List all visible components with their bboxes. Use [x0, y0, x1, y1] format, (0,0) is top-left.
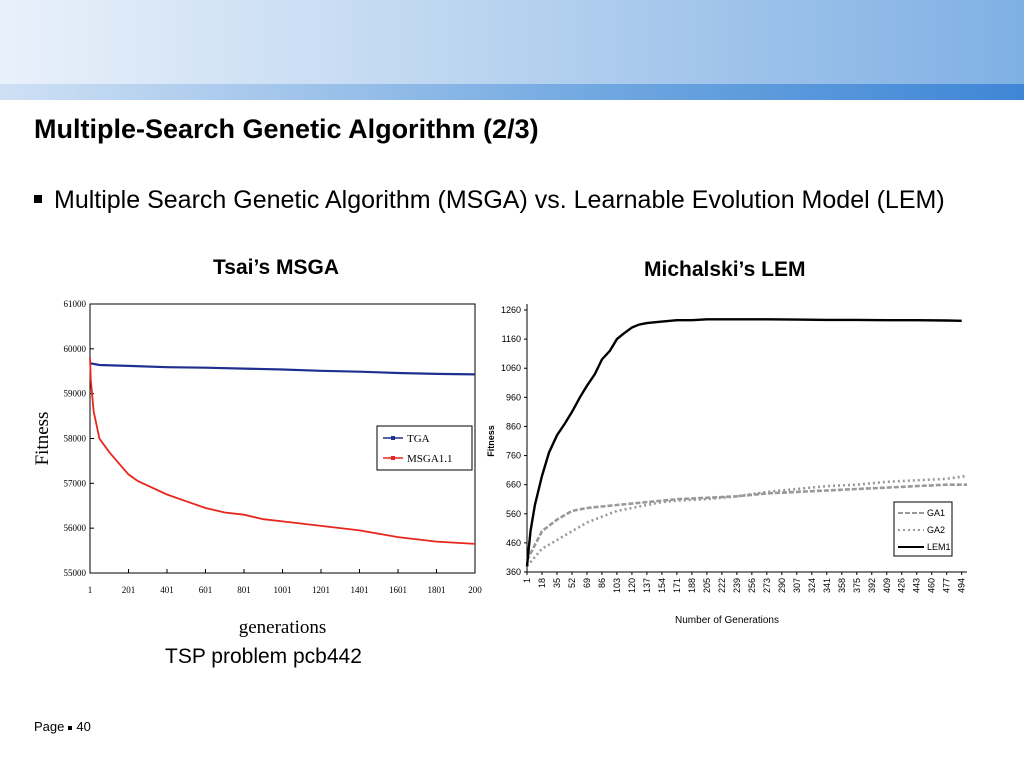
y-tick-label: 360	[506, 567, 521, 577]
x-tick-label: 239	[732, 578, 742, 593]
x-tick-label: 1001	[274, 585, 292, 595]
x-tick-label: 201	[122, 585, 136, 595]
page-label: Page	[34, 719, 65, 734]
x-axis-label: generations	[239, 617, 327, 638]
bullet-text: Multiple Search Genetic Algorithm (MSGA)…	[54, 186, 945, 214]
y-tick-label: 59000	[64, 389, 87, 399]
y-tick-label: 57000	[64, 478, 87, 488]
legend-label: MSGA1.1	[407, 453, 453, 465]
x-tick-label: 222	[717, 578, 727, 593]
series-line-lem1	[525, 318, 962, 567]
y-tick-label: 660	[506, 480, 521, 490]
x-tick-label: 341	[822, 578, 832, 593]
y-tick-label: 860	[506, 421, 521, 431]
y-tick-label: 760	[506, 451, 521, 461]
y-tick-label: 1260	[501, 305, 521, 315]
x-tick-label: 1601	[389, 585, 407, 595]
x-tick-label: 35	[552, 578, 562, 588]
x-tick-label: 120	[627, 578, 637, 593]
x-tick-label: 200	[468, 585, 482, 595]
x-tick-label: 86	[597, 578, 607, 588]
y-tick-label: 460	[506, 538, 521, 548]
x-tick-label: 801	[237, 585, 251, 595]
x-tick-label: 154	[657, 578, 667, 593]
x-tick-label: 307	[792, 578, 802, 593]
header-band	[0, 0, 1024, 100]
x-tick-label: 494	[957, 578, 967, 593]
x-tick-label: 401	[160, 585, 174, 595]
x-tick-label: 1401	[351, 585, 369, 595]
chart-subcaption: TSP problem pcb442	[165, 645, 362, 668]
x-tick-label: 426	[897, 578, 907, 593]
x-tick-label: 103	[612, 578, 622, 593]
x-tick-label: 358	[837, 578, 847, 593]
y-tick-label: 56000	[64, 523, 87, 533]
x-tick-label: 392	[867, 578, 877, 593]
x-tick-label: 1	[88, 585, 93, 595]
legend-label: GA1	[927, 508, 945, 518]
y-axis-label: Fitness	[486, 425, 496, 457]
legend-box	[376, 425, 473, 471]
x-tick-label: 290	[777, 578, 787, 593]
legend-label: LEM1	[927, 542, 951, 552]
x-tick-label: 1801	[428, 585, 446, 595]
x-tick-label: 137	[642, 578, 652, 593]
x-tick-label: 409	[882, 578, 892, 593]
legend-marker	[391, 456, 395, 460]
y-tick-label: 58000	[64, 434, 87, 444]
legend-marker	[391, 436, 395, 440]
x-tick-label: 375	[852, 578, 862, 593]
square-bullet-icon	[34, 195, 42, 203]
series-line-ga1	[525, 483, 967, 561]
x-tick-label: 443	[912, 578, 922, 593]
bullet-point: Multiple Search Genetic Algorithm (MSGA)…	[34, 184, 994, 216]
y-tick-label: 55000	[64, 568, 87, 578]
x-tick-label: 69	[582, 578, 592, 588]
x-tick-label: 1	[522, 578, 532, 583]
x-tick-label: 18	[537, 578, 547, 588]
x-tick-label: 171	[672, 578, 682, 593]
x-axis-label: Number of Generations	[675, 615, 779, 626]
x-tick-label: 601	[199, 585, 213, 595]
y-tick-label: 1160	[502, 334, 521, 344]
y-tick-label: 960	[506, 392, 521, 402]
y-tick-label: 1060	[501, 363, 521, 373]
legend-label: TGA	[407, 433, 430, 445]
x-tick-label: 1201	[312, 585, 330, 595]
slide-title: Multiple-Search Genetic Algorithm (2/3)	[34, 114, 539, 144]
y-tick-label: 61000	[64, 299, 87, 309]
series-line-tga	[89, 362, 476, 376]
x-tick-label: 273	[762, 578, 772, 593]
y-axis-label: Fitness	[32, 412, 53, 466]
x-tick-label: 477	[942, 578, 952, 593]
lem-chart-caption: Michalski’s LEM	[644, 258, 806, 281]
x-tick-label: 188	[687, 578, 697, 593]
legend-label: GA2	[927, 525, 945, 535]
x-tick-label: 256	[747, 578, 757, 593]
x-tick-label: 205	[702, 578, 712, 593]
series-line-msga1-1	[89, 357, 476, 545]
x-tick-label: 460	[927, 578, 937, 593]
footer-square-icon	[68, 725, 73, 730]
page-number: 40	[76, 719, 91, 734]
page-footer: Page 40	[34, 719, 91, 734]
x-tick-label: 52	[567, 578, 577, 588]
x-tick-label: 324	[807, 578, 817, 593]
y-tick-label: 560	[506, 509, 521, 519]
header-stripe	[0, 84, 1024, 100]
y-tick-label: 60000	[64, 344, 87, 354]
msga-chart-caption: Tsai’s MSGA	[213, 256, 340, 279]
